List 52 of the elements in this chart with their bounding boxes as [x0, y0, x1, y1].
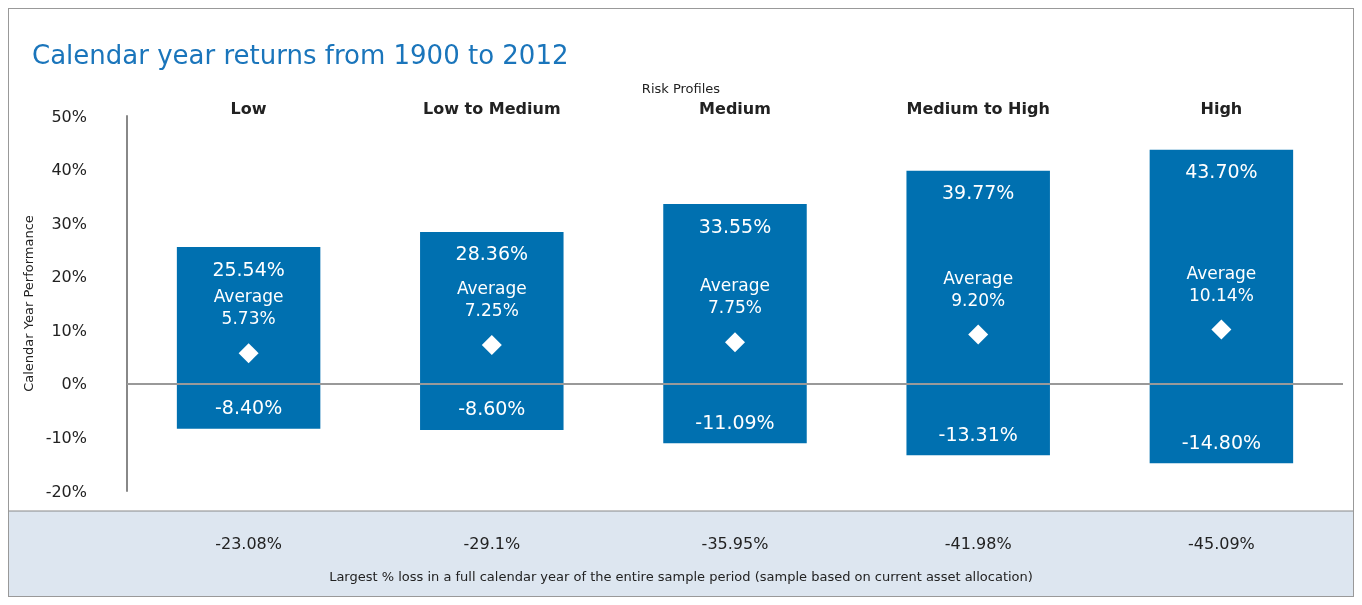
point — [238, 343, 259, 364]
point — [1211, 319, 1232, 340]
y-tick-label: 10% — [51, 320, 87, 340]
data-label: 43.70% — [1185, 160, 1258, 183]
text: Largest % loss in a full calendar year of the entire sample period (sample based on current asset allocation) — [329, 568, 1033, 584]
bar — [906, 170, 1050, 384]
bar — [420, 383, 564, 430]
y-tick-label: 40% — [51, 160, 87, 180]
bar — [176, 383, 321, 429]
data-label: Average 5.73% — [213, 286, 284, 329]
data-label: Average 7.75% — [700, 275, 770, 318]
x-tick-label: Low to Medium — [423, 98, 561, 118]
chart-subtitle: Risk Profiles — [641, 81, 721, 96]
data-label: -14.80% — [1181, 430, 1262, 453]
data-label: -13.31% — [938, 422, 1018, 445]
text: -45.09% — [1188, 533, 1255, 553]
text: -41.98% — [944, 533, 1012, 553]
data-label: 25.54% — [212, 257, 285, 280]
data-label: Average 7.25% — [456, 278, 527, 321]
y-tick-label: -20% — [45, 481, 87, 501]
data-label: Average 9.20% — [943, 267, 1014, 310]
bar — [1149, 383, 1294, 464]
y-tick-label: 20% — [51, 267, 87, 287]
chart-title: Calendar year returns from 1900 to 2012 — [32, 40, 569, 70]
text: -23.08% — [215, 533, 282, 553]
bar — [906, 383, 1050, 456]
data-label: Average 10.14% — [1186, 262, 1257, 305]
data-label: -8.60% — [458, 397, 526, 420]
point — [481, 335, 502, 356]
point — [968, 324, 989, 345]
x-tick-label: Medium to High — [906, 98, 1050, 118]
bar — [663, 383, 807, 444]
data-label: -8.40% — [214, 396, 283, 419]
y-tick-label: -10% — [45, 427, 87, 447]
text: -29.1% — [463, 533, 521, 553]
data-label: 33.55% — [698, 214, 772, 237]
point — [725, 332, 745, 353]
bar — [420, 231, 564, 384]
y-tick-label: 50% — [51, 106, 87, 126]
y-tick-label: 30% — [51, 213, 87, 233]
y-tick-label: 0% — [61, 374, 87, 394]
bar — [176, 247, 321, 384]
data-label: 39.77% — [941, 181, 1015, 204]
data-label: 28.36% — [455, 242, 529, 265]
y-axis-title: Calendar Year Performance — [20, 215, 36, 392]
bar — [663, 204, 807, 384]
x-tick-label: High — [1200, 98, 1243, 118]
data-label: -11.09% — [695, 410, 775, 433]
x-tick-label: Medium — [699, 98, 771, 118]
bar — [1149, 149, 1294, 384]
x-tick-label: Low — [230, 98, 267, 118]
text: -35.95% — [701, 533, 769, 553]
